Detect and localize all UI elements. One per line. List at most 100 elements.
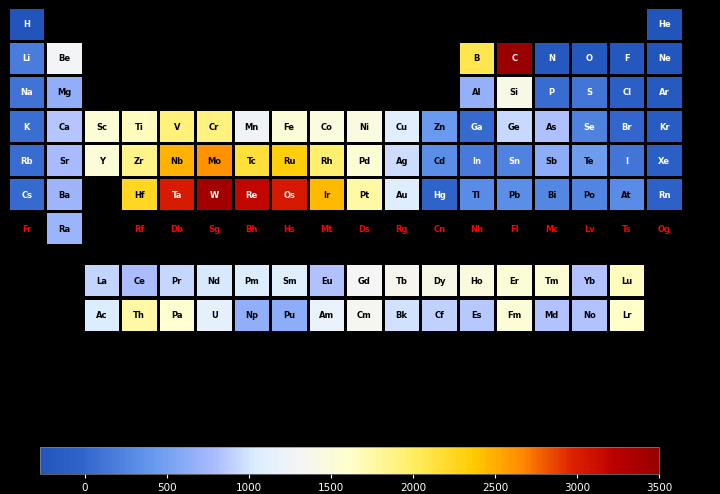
- Bar: [122, 146, 156, 176]
- Text: Pa: Pa: [171, 311, 182, 320]
- Text: Ag: Ag: [395, 157, 408, 165]
- Text: Mt: Mt: [320, 224, 333, 234]
- Text: Cd: Cd: [433, 157, 445, 165]
- Bar: [534, 265, 569, 296]
- Text: O: O: [586, 54, 593, 64]
- Text: Cf: Cf: [434, 311, 444, 320]
- Text: Mo: Mo: [207, 157, 221, 165]
- Bar: [572, 265, 606, 296]
- Bar: [235, 265, 269, 296]
- Bar: [610, 112, 644, 142]
- Bar: [459, 43, 494, 75]
- Bar: [122, 299, 156, 330]
- Text: P: P: [549, 88, 555, 97]
- Bar: [272, 179, 307, 210]
- Bar: [83, 282, 120, 316]
- Bar: [310, 112, 344, 142]
- Bar: [84, 146, 119, 176]
- Bar: [647, 78, 682, 109]
- Bar: [272, 146, 307, 176]
- Bar: [347, 265, 382, 296]
- Text: Ar: Ar: [659, 88, 670, 97]
- Bar: [497, 179, 531, 210]
- Bar: [422, 299, 456, 330]
- Text: Au: Au: [395, 191, 408, 200]
- Bar: [122, 265, 156, 296]
- Bar: [610, 146, 644, 176]
- Text: Am: Am: [319, 311, 334, 320]
- Bar: [235, 146, 269, 176]
- Bar: [197, 146, 232, 176]
- Text: Ge: Ge: [508, 123, 521, 131]
- Text: Co: Co: [321, 123, 333, 131]
- Bar: [422, 112, 456, 142]
- Bar: [347, 112, 382, 142]
- Bar: [384, 112, 419, 142]
- Bar: [160, 265, 194, 296]
- Bar: [572, 299, 606, 330]
- Bar: [647, 179, 682, 210]
- Text: Np: Np: [246, 311, 258, 320]
- Bar: [84, 265, 119, 296]
- Text: Lu: Lu: [621, 277, 632, 286]
- Bar: [534, 146, 569, 176]
- Bar: [534, 112, 569, 142]
- Bar: [497, 146, 531, 176]
- Bar: [459, 78, 494, 109]
- Bar: [122, 179, 156, 210]
- Text: Sr: Sr: [59, 157, 69, 165]
- Bar: [647, 146, 682, 176]
- Text: Rf: Rf: [134, 224, 145, 234]
- Bar: [272, 299, 307, 330]
- Text: Md: Md: [544, 311, 559, 320]
- Bar: [610, 299, 644, 330]
- Bar: [9, 43, 44, 75]
- Text: Kr: Kr: [659, 123, 670, 131]
- Text: Ra: Ra: [58, 224, 71, 234]
- Bar: [610, 43, 644, 75]
- Bar: [610, 179, 644, 210]
- Text: Og: Og: [658, 224, 671, 234]
- Text: Cm: Cm: [357, 311, 372, 320]
- Text: Se: Se: [583, 123, 595, 131]
- Text: In: In: [472, 157, 481, 165]
- Text: Ta: Ta: [171, 191, 182, 200]
- Bar: [197, 112, 232, 142]
- Text: Fe: Fe: [284, 123, 294, 131]
- Text: Na: Na: [20, 88, 33, 97]
- Text: Eu: Eu: [321, 277, 333, 286]
- Text: Pr: Pr: [171, 277, 182, 286]
- Bar: [160, 299, 194, 330]
- Text: S: S: [586, 88, 593, 97]
- Text: Zr: Zr: [134, 157, 145, 165]
- Bar: [197, 265, 232, 296]
- Bar: [310, 265, 344, 296]
- Text: Pu: Pu: [283, 311, 295, 320]
- Bar: [47, 179, 81, 210]
- Bar: [610, 78, 644, 109]
- Text: Pb: Pb: [508, 191, 521, 200]
- Text: V: V: [174, 123, 180, 131]
- Text: Xe: Xe: [658, 157, 670, 165]
- Text: Rn: Rn: [658, 191, 670, 200]
- Bar: [534, 78, 569, 109]
- Bar: [497, 299, 531, 330]
- Bar: [47, 112, 81, 142]
- Bar: [647, 9, 682, 41]
- Text: Al: Al: [472, 88, 482, 97]
- Bar: [384, 299, 419, 330]
- Text: Po: Po: [583, 191, 595, 200]
- Bar: [47, 213, 81, 245]
- Text: Ba: Ba: [58, 191, 71, 200]
- Text: Sm: Sm: [282, 277, 297, 286]
- Text: Ca: Ca: [58, 123, 70, 131]
- Text: Fr: Fr: [22, 224, 32, 234]
- Text: Ho: Ho: [470, 277, 483, 286]
- Text: Te: Te: [584, 157, 595, 165]
- Text: Be: Be: [58, 54, 71, 64]
- Text: Pm: Pm: [244, 277, 259, 286]
- Text: Lr: Lr: [622, 311, 631, 320]
- Text: Cs: Cs: [22, 191, 32, 200]
- Text: Y: Y: [99, 157, 104, 165]
- Bar: [9, 78, 44, 109]
